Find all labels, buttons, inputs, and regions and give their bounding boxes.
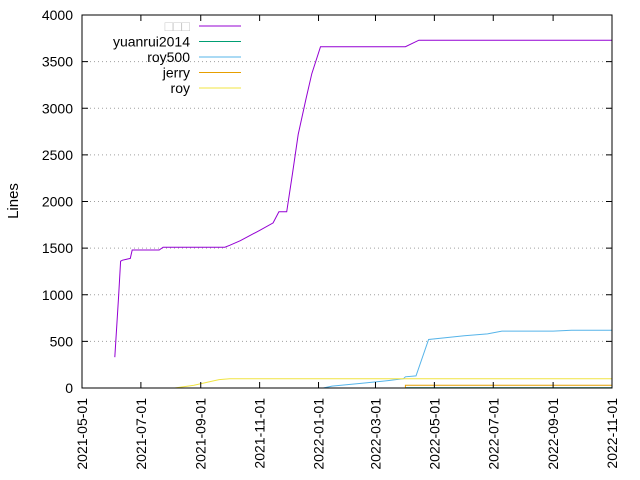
y-tick-label: 1500 [42,240,73,256]
legend-label: yuanrui2014 [113,34,190,50]
x-tick-label: 2022-09-01 [545,398,561,470]
x-tick-label: 2022-07-01 [485,398,501,470]
x-tick-label: 2022-05-01 [426,398,442,470]
y-tick-label: 500 [50,333,74,349]
series-line [323,329,612,389]
y-tick-label: 2000 [42,194,73,210]
x-tick-label: 2021-05-01 [74,398,90,470]
series-line [404,384,612,388]
x-tick-label: 2021-11-01 [252,398,268,469]
x-tick-label: 2022-03-01 [367,398,383,470]
legend-label: roy [171,80,190,96]
legend-label: jerry [162,65,190,81]
axis-ticks [81,14,613,389]
x-tick-label: 2022-11-01 [604,398,620,469]
y-tick-label: 4000 [42,7,73,23]
grid-lines [82,61,612,342]
y-tick-label: 0 [65,380,73,396]
series-line [174,378,612,389]
x-tick-label: 2021-09-01 [193,398,209,470]
y-tick-label: 2500 [42,147,73,163]
x-tick-label: 2022-01-01 [311,398,327,470]
y-tick-label: 1000 [42,287,73,303]
x-tick-labels: 2021-05-01 2021-07-01 2021-09-01 2021-11-01… [74,398,620,470]
legend-label: □□□ [165,18,191,34]
y-tick-label: 3500 [42,54,73,70]
y-axis-label: Lines [5,183,22,219]
y-tick-label: 3000 [42,100,73,116]
x-tick-label: 2021-07-01 [133,398,149,470]
legend-label: roy500 [147,49,190,65]
y-tick-labels: 0 500 1000 1500 2000 2500 3000 3500 4000 [42,7,73,396]
series-line [114,39,612,358]
